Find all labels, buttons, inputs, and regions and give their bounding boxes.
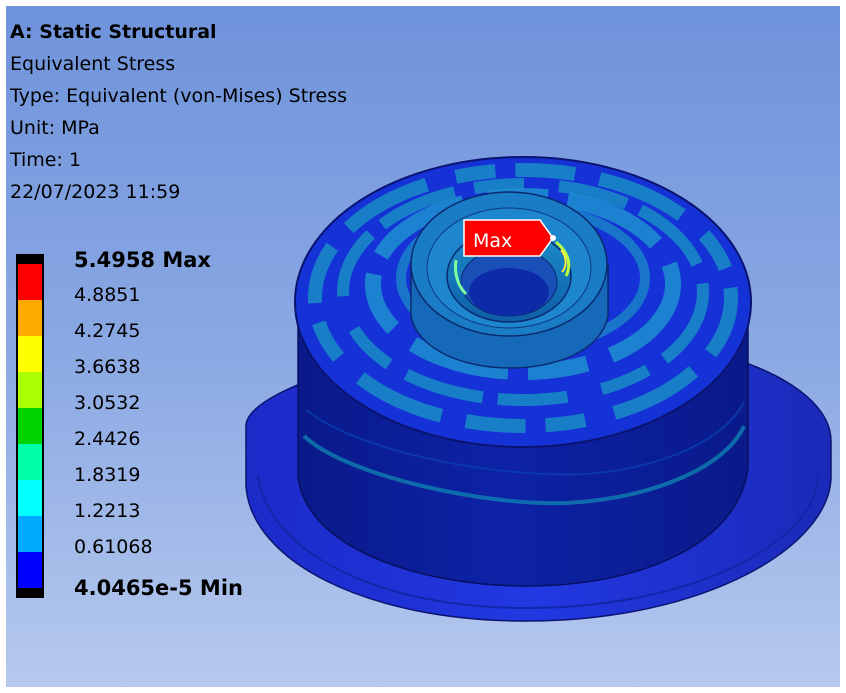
legend-band [18, 336, 42, 372]
legend-top-cap [18, 256, 42, 264]
legend-band [18, 480, 42, 516]
legend-level-label: 2.4426 [74, 428, 141, 450]
legend-band [18, 552, 42, 588]
graphics-viewport[interactable]: Max A: Static Structural Equivalent Stre… [6, 6, 840, 687]
legend-band [18, 300, 42, 336]
legend-level-label: 3.6638 [74, 356, 141, 378]
stress-legend[interactable]: 5.4958 Max 4.8851 4.2745 3.6638 3.0532 2.442… [16, 248, 256, 602]
stress-contour-model[interactable]: Max [6, 6, 840, 687]
legend-level-label: 1.8319 [74, 464, 141, 486]
legend-min-label: 4.0465e-5 Min [74, 576, 243, 600]
legend-band [18, 408, 42, 444]
result-unit: Unit: MPa [10, 117, 100, 139]
legend-color-bar [16, 254, 44, 598]
legend-band [18, 444, 42, 480]
legend-band [18, 516, 42, 552]
analysis-title: A: Static Structural [10, 21, 217, 43]
legend-level-label: 3.0532 [74, 392, 141, 414]
result-time: Time: 1 [10, 149, 82, 171]
legend-level-label: 4.2745 [74, 320, 141, 342]
legend-band [18, 372, 42, 408]
result-info: A: Static Structural Equivalent Stress T… [10, 16, 347, 208]
central-hub [410, 191, 609, 369]
result-type: Type: Equivalent (von-Mises) Stress [10, 85, 348, 107]
legend-level-label: 1.2213 [74, 500, 141, 522]
max-probe[interactable]: Max [463, 219, 556, 257]
legend-level-label: 4.8851 [74, 284, 141, 306]
legend-bottom-cap [18, 588, 42, 596]
probe-point [550, 235, 556, 241]
legend-level-label: 0.61068 [74, 536, 153, 558]
result-timestamp: 22/07/2023 11:59 [10, 181, 181, 203]
max-probe-label: Max [473, 230, 512, 252]
legend-band [18, 264, 42, 300]
legend-max-label: 5.4958 Max [74, 248, 211, 272]
result-name: Equivalent Stress [10, 53, 176, 75]
